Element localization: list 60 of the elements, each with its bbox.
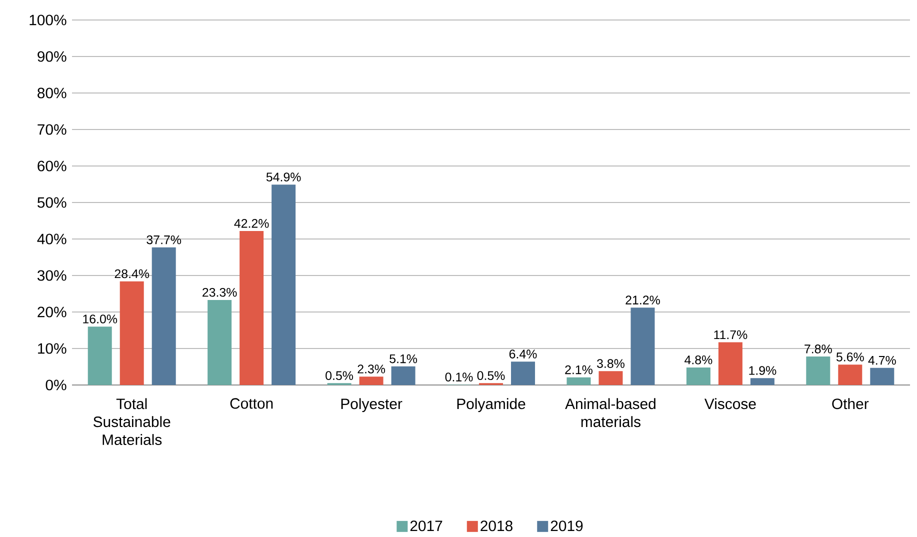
- bar: [598, 371, 623, 385]
- data-label: 0.5%: [477, 371, 505, 380]
- data-label: 54.9%: [266, 172, 301, 182]
- x-tick-label: Total Sustainable Materials: [93, 398, 170, 445]
- bar: [838, 364, 862, 385]
- y-tick-label: 40%: [37, 234, 66, 244]
- bar: [272, 184, 296, 385]
- data-label: 0.5%: [326, 371, 354, 380]
- data-label: 4.8%: [684, 355, 712, 364]
- data-label: 5.6%: [836, 352, 864, 362]
- legend-label: 2019: [550, 520, 583, 532]
- data-label: 37.7%: [146, 235, 182, 244]
- bar: [870, 368, 894, 385]
- data-label: 6.4%: [509, 350, 537, 358]
- x-tick-label: Cotton: [230, 398, 273, 409]
- data-label: 5.1%: [390, 354, 418, 364]
- y-tick-label: 20%: [38, 306, 66, 318]
- data-label: 42.2%: [234, 218, 269, 228]
- data-label: 2.3%: [358, 364, 386, 374]
- x-tick-label: Animal-based materials: [565, 398, 656, 427]
- data-label: 4.7%: [868, 356, 896, 365]
- bar: [240, 230, 264, 385]
- bar: [718, 342, 742, 385]
- y-tick-label: 50%: [38, 197, 66, 208]
- y-tick-label: 100%: [30, 14, 66, 26]
- x-tick-label: Viscose: [704, 398, 756, 410]
- x-tick-label: Polyester: [341, 398, 402, 412]
- data-label: 21.2%: [626, 296, 660, 304]
- data-label: 1.9%: [749, 366, 776, 375]
- bar: [120, 281, 144, 385]
- y-tick-label: 10%: [38, 343, 66, 354]
- bar: [152, 247, 176, 385]
- bar: [806, 356, 830, 385]
- y-tick-label: 80%: [38, 88, 66, 98]
- y-tick-label: 0%: [46, 380, 66, 390]
- y-tick-label: 70%: [38, 124, 66, 135]
- bar: [566, 377, 591, 385]
- legend-label: 2017: [410, 520, 442, 532]
- x-tick-label: Other: [832, 398, 869, 410]
- bar: [630, 308, 655, 385]
- legend-label: 2018: [480, 520, 512, 532]
- y-tick-label: 90%: [38, 51, 66, 62]
- data-label: 16.0%: [83, 314, 118, 324]
- data-label: 0.1%: [445, 372, 473, 382]
- bar: [359, 376, 384, 385]
- y-tick-label: 30%: [37, 270, 66, 281]
- bar: [391, 366, 416, 385]
- x-tick-label: Polyamide: [457, 398, 526, 412]
- data-label: 7.8%: [804, 344, 832, 354]
- data-label: 3.8%: [597, 359, 624, 368]
- data-label: 2.1%: [565, 365, 592, 374]
- bar: [208, 300, 232, 385]
- data-label: 11.7%: [714, 330, 748, 339]
- bar: [511, 362, 536, 385]
- y-tick-label: 60%: [38, 160, 66, 172]
- data-label: 23.3%: [202, 288, 237, 297]
- bar: [750, 378, 774, 385]
- bar: [686, 367, 710, 385]
- data-label: 28.4%: [114, 269, 150, 278]
- bar: [88, 326, 112, 385]
